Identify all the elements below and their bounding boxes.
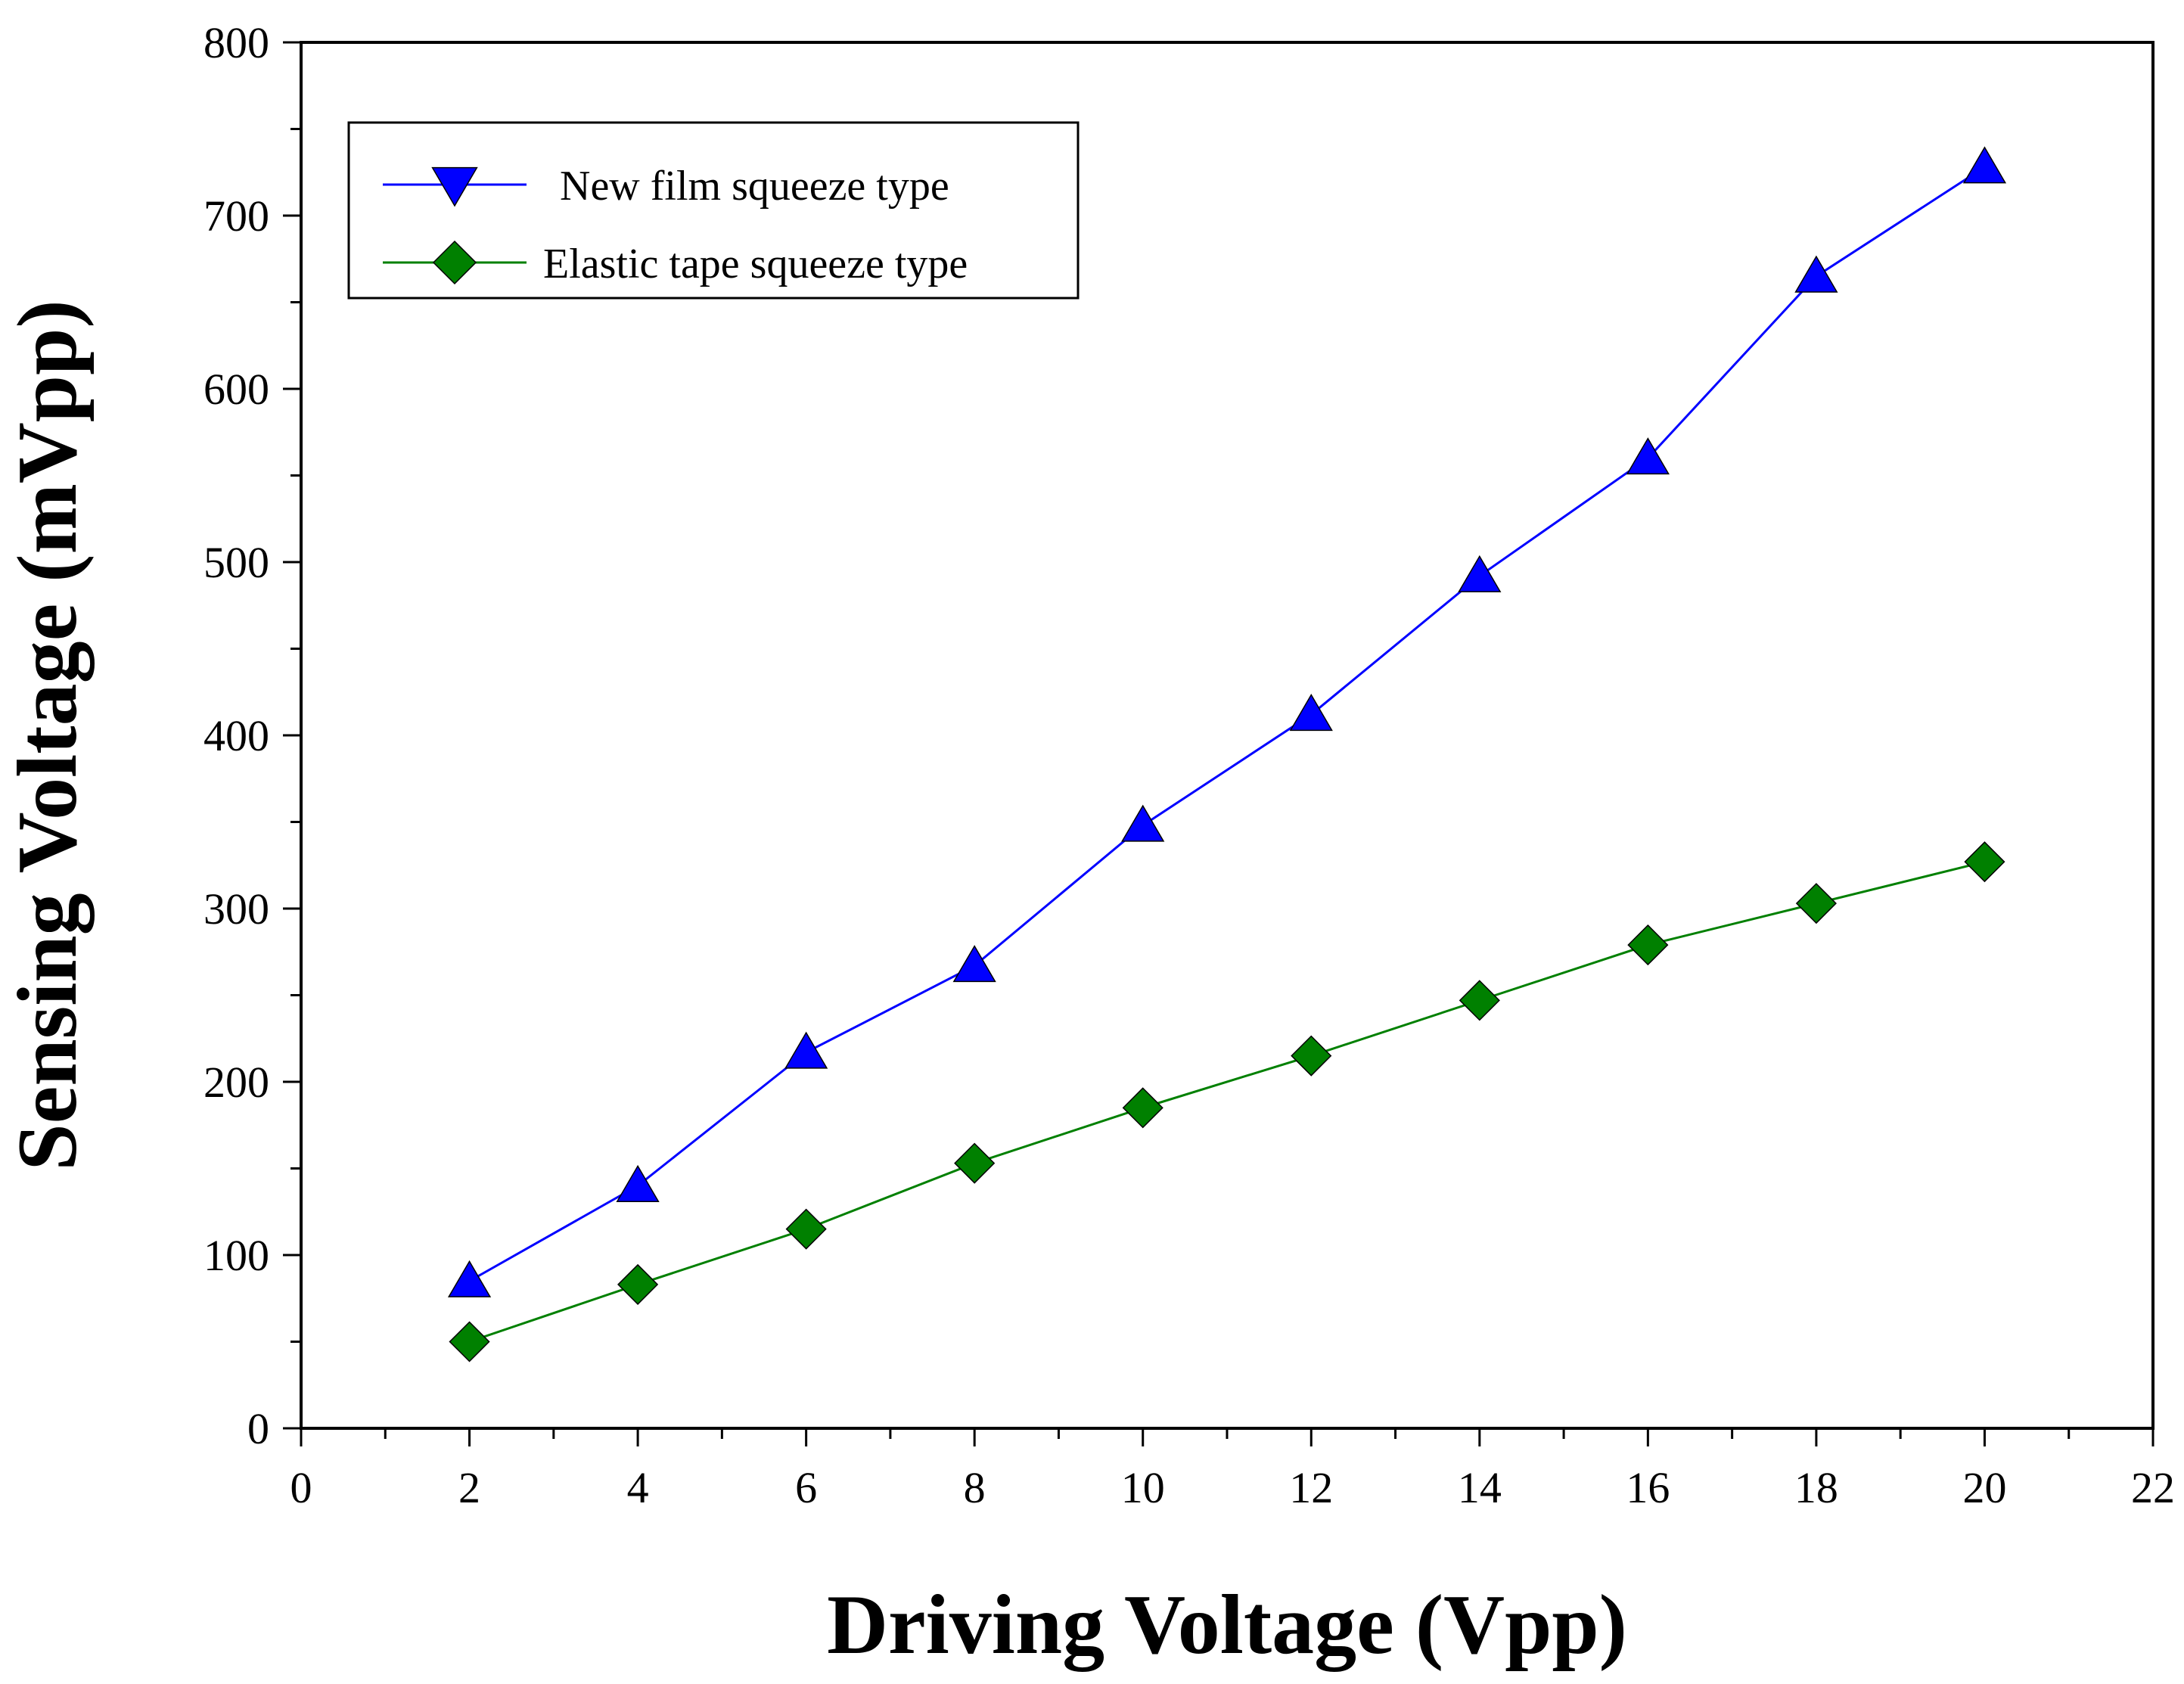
legend-label: Elastic tape squeeze type [543,241,968,287]
data-point [617,1263,659,1305]
data-point [1291,1035,1332,1077]
data-point [1794,255,1838,293]
legend-entry-elastic-tape: Elastic tape squeeze type [383,240,968,287]
y-tick-label: 700 [203,191,269,241]
y-tick-label: 800 [203,18,269,67]
y-axis-ticks: 0 100 200 300 400 500 600 700 800 [203,18,301,1453]
legend: New film squeeze type Elastic tape squee… [347,121,1080,300]
data-point [785,1208,827,1250]
legend-entry-new-film: New film squeeze type [383,163,949,210]
x-axis-ticks: 0 2 4 6 8 10 12 14 16 18 20 22 [290,1428,2175,1512]
data-point [952,945,996,983]
data-point [1289,694,1333,732]
x-tick-label: 2 [458,1463,480,1512]
data-point [1122,1087,1163,1129]
series-line [468,166,1986,1282]
x-tick-label: 4 [627,1463,649,1512]
x-tick-label: 20 [1962,1463,2006,1512]
x-tick-label: 16 [1626,1463,1670,1512]
legend-marker [432,240,477,285]
y-tick-label: 600 [203,365,269,414]
data-point [449,1321,490,1362]
y-tick-label: 500 [203,538,269,587]
y-tick-label: 0 [247,1404,269,1453]
series-0 [447,146,2007,1297]
data-point [1964,841,2005,883]
data-point [447,1260,492,1297]
data-point [1627,924,1669,966]
y-tick-label: 100 [203,1231,269,1280]
x-axis-title: Driving Voltage (Vpp) [827,1578,1627,1672]
data-point [1962,146,2007,184]
x-tick-label: 18 [1794,1463,1838,1512]
y-tick-label: 300 [203,884,269,934]
x-tick-label: 10 [1121,1463,1165,1512]
x-tick-label: 14 [1458,1463,1502,1512]
x-tick-label: 12 [1289,1463,1333,1512]
x-tick-label: 6 [795,1463,817,1512]
y-tick-label: 200 [203,1058,269,1107]
y-axis-title: Sensing Voltage (mVpp) [1,300,95,1170]
series-line [469,860,1985,1343]
y-tick-label: 400 [203,711,269,760]
data-point [616,1164,660,1202]
legend-label: New film squeeze type [560,163,949,210]
data-point [784,1031,828,1069]
x-tick-label: 0 [290,1463,312,1512]
series-1 [449,841,2005,1362]
x-tick-label: 8 [964,1463,986,1512]
data-point [1459,980,1500,1021]
legend-marker [431,166,478,207]
series-layer [447,146,2007,1362]
data-point [954,1142,996,1184]
data-point [1626,437,1670,475]
data-point [1458,555,1502,592]
x-tick-label: 22 [2131,1463,2175,1512]
data-point [1121,804,1165,842]
data-point [1795,883,1837,924]
